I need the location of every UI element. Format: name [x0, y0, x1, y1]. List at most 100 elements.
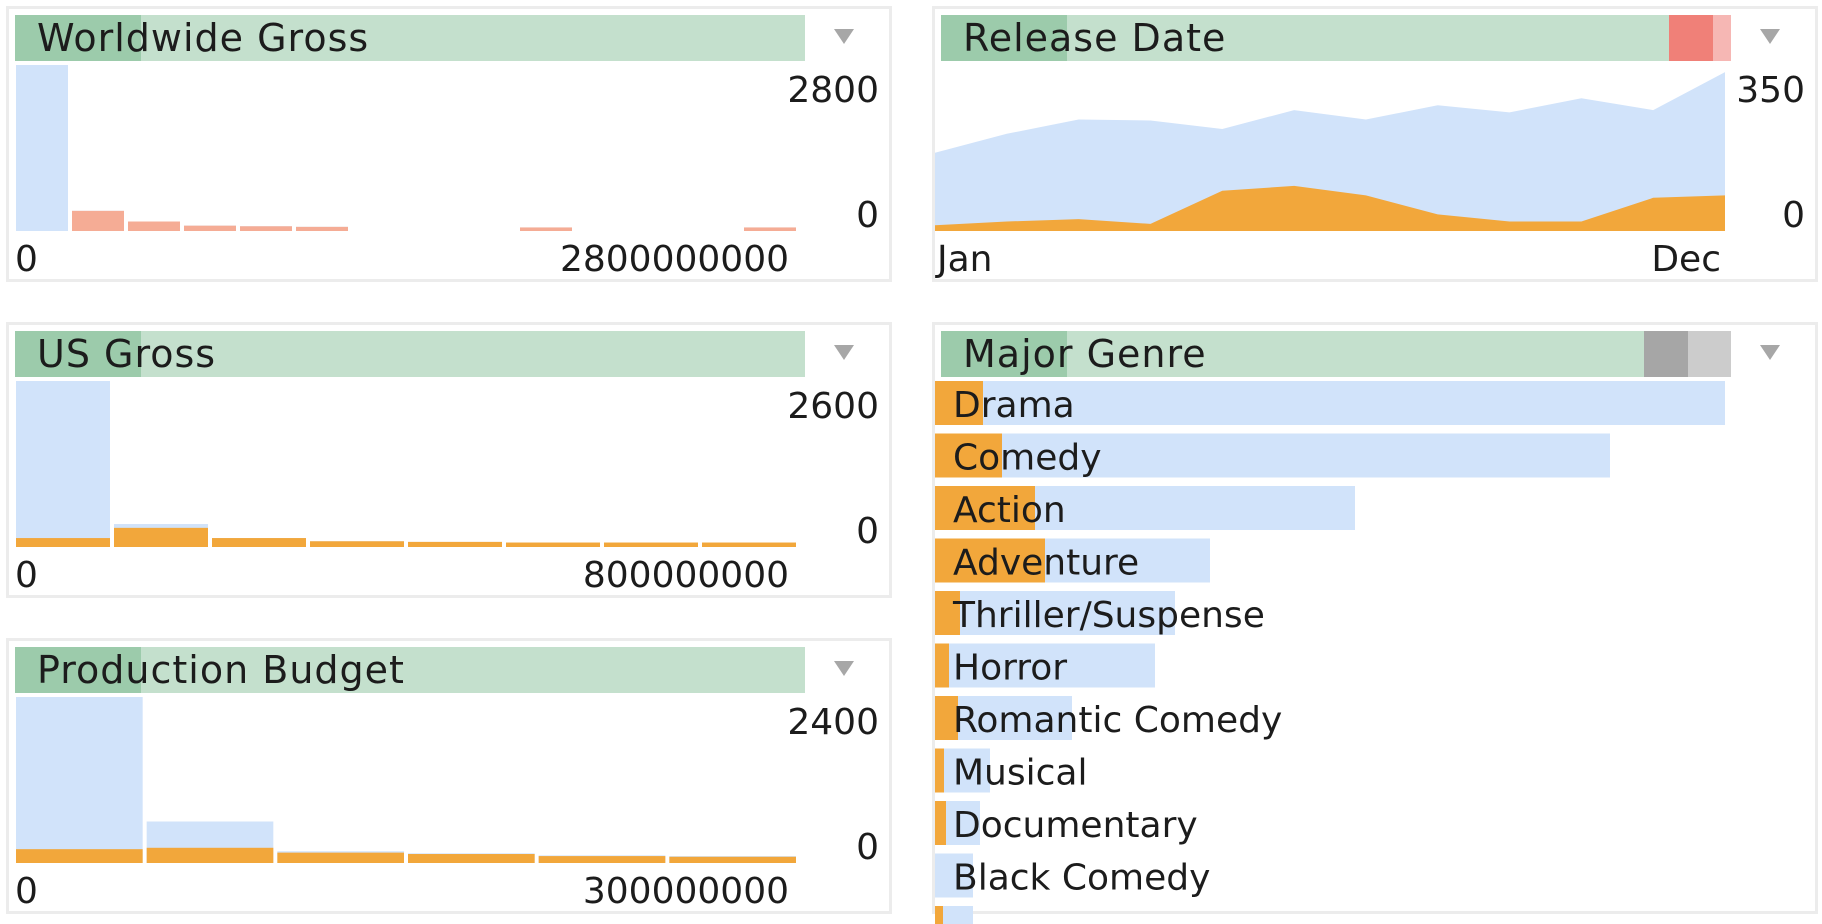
selected-bar — [128, 221, 180, 231]
release-date-header-bg — [941, 15, 1731, 61]
y-min-label: 0 — [856, 195, 879, 236]
selected-bar — [935, 591, 960, 635]
selected-bar — [744, 227, 796, 231]
production-budget-header-highlight — [15, 647, 142, 693]
selected-bar — [538, 856, 666, 863]
total-bar — [935, 906, 973, 924]
selected-bar — [935, 801, 946, 845]
total-bar — [935, 591, 1175, 635]
major-genre-selected-mark — [1644, 331, 1688, 377]
y-min-label: 0 — [856, 511, 879, 552]
total-bar — [935, 433, 1610, 478]
panel-production-budget: Production Budget 2400 0 0 300000000 — [6, 638, 892, 914]
dropdown-triangle-icon[interactable] — [1760, 345, 1780, 360]
production-budget-header[interactable]: Production Budget — [15, 647, 805, 693]
genre-label: Comedy — [953, 438, 1102, 479]
release-date-title: Release Date — [963, 16, 1227, 60]
total-bar — [935, 748, 990, 793]
us-gross-title: US Gross — [37, 332, 217, 376]
selected-bar — [146, 847, 274, 863]
selected-bar — [240, 226, 292, 231]
selected-bar — [408, 854, 535, 863]
worldwide-gross-header[interactable]: Worldwide Gross — [15, 15, 805, 61]
release-date-selected-mark — [1669, 15, 1713, 61]
genre-label: Action — [953, 490, 1066, 531]
dropdown-triangle-icon[interactable] — [834, 29, 854, 44]
selected-bar — [212, 538, 306, 547]
genre-label: Thriller/Suspense — [952, 595, 1265, 636]
release-date-total-mark — [1713, 15, 1731, 61]
selected-bar — [935, 643, 949, 688]
genre-label: Documentary — [953, 805, 1198, 846]
x-max-label: 800000000 — [583, 555, 789, 596]
major-genre-header-highlight — [941, 331, 1068, 377]
y-max-label: 2600 — [787, 386, 879, 427]
selected-bar — [935, 433, 1002, 478]
production-budget-histogram: 2400 0 0 300000000 — [15, 697, 879, 912]
panel-release-date: Release Date 350 0 Jan Dec — [932, 6, 1818, 282]
selected-bar — [669, 856, 796, 863]
x-min-label: 0 — [15, 555, 38, 596]
panel-major-genre: Major Genre Drama Comedy Action Adventure Th… — [932, 322, 1818, 924]
worldwide-gross-header-bg — [15, 15, 805, 61]
panel-us-gross: US Gross 2600 0 0 800000000 — [6, 322, 892, 598]
total-bar — [935, 643, 1155, 688]
worldwide-gross-histogram: 2800 0 0 2800000000 — [15, 65, 879, 280]
selected-bar — [935, 381, 983, 425]
selected-bar — [520, 227, 572, 231]
selected-bar — [702, 542, 796, 547]
genre-label: Adventure — [953, 543, 1139, 584]
y-max-label: 2800 — [787, 70, 879, 111]
major-genre-header[interactable]: Major Genre — [941, 331, 1731, 377]
x-max-label: 2800000000 — [560, 239, 789, 280]
production-budget-header-bg — [15, 647, 805, 693]
major-genre-header-bg — [941, 331, 1731, 377]
major-genre-total-mark — [1688, 331, 1731, 377]
release-date-header-highlight — [941, 15, 1068, 61]
y-min-label: 0 — [856, 827, 879, 868]
us-gross-histogram: 2600 0 0 800000000 — [15, 381, 879, 596]
y-max-label: 350 — [1736, 70, 1805, 111]
y-min-label: 0 — [1782, 195, 1805, 236]
us-gross-header[interactable]: US Gross — [15, 331, 805, 377]
selected-bar — [935, 696, 958, 740]
x-max-label: 300000000 — [583, 871, 789, 912]
selected-bar — [408, 541, 502, 547]
us-gross-header-bg — [15, 331, 805, 377]
selected-bar — [296, 226, 348, 231]
selected-area — [935, 185, 1725, 231]
worldwide-gross-title: Worldwide Gross — [37, 16, 370, 60]
x-min-label: 0 — [15, 239, 38, 280]
dropdown-triangle-icon[interactable] — [834, 661, 854, 676]
selected-bar — [277, 852, 404, 863]
dropdown-triangle-icon[interactable] — [834, 345, 854, 360]
panel-worldwide-gross: Worldwide Gross 2800 0 0 2800000000 — [6, 6, 892, 282]
selected-bar — [72, 210, 124, 231]
x-max-label: Dec — [1651, 239, 1721, 280]
selected-bar — [935, 538, 1045, 583]
total-bar — [16, 697, 143, 863]
x-min-label: 0 — [15, 871, 38, 912]
genre-label: Musical — [953, 753, 1088, 794]
total-bar — [16, 65, 68, 231]
total-bar — [935, 381, 1725, 425]
selected-bar — [114, 527, 208, 547]
major-genre-bar-chart: Drama Comedy Action Adventure Thriller/Suspe… — [935, 381, 1725, 924]
release-date-header[interactable]: Release Date — [941, 15, 1731, 61]
genre-label: Horror — [953, 648, 1067, 689]
total-area — [935, 72, 1725, 231]
total-bar — [935, 853, 973, 898]
worldwide-gross-header-highlight — [15, 15, 142, 61]
selected-bar — [604, 542, 698, 547]
total-bar — [16, 381, 110, 547]
selected-bar — [935, 906, 943, 924]
selected-bar — [16, 538, 110, 547]
dropdown-triangle-icon[interactable] — [1760, 29, 1780, 44]
x-min-label: Jan — [935, 239, 993, 280]
selected-bar — [310, 541, 404, 547]
genre-label: Black Comedy — [953, 858, 1210, 899]
selected-bar — [935, 748, 944, 793]
selected-bar — [935, 486, 1035, 530]
selected-bar — [16, 849, 143, 863]
selected-bar — [184, 225, 236, 231]
